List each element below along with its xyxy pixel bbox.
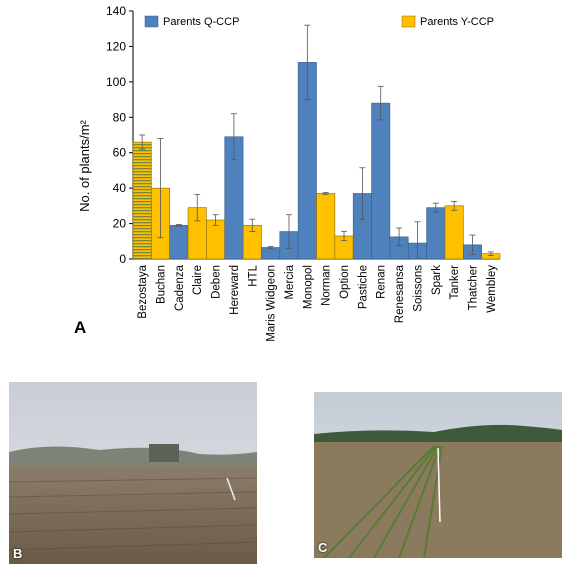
field-photo-b: B [9, 382, 257, 564]
bars [132, 24, 501, 260]
y-tick-label: 0 [119, 252, 126, 266]
bar-chart: 0 20 40 60 80 100 120 140 Bezostaya Buchan Cadenz… [77, 4, 501, 342]
x-tick-label: Hereward [229, 265, 241, 315]
field-photo-c: C [314, 392, 562, 558]
x-tick-label: Norman [321, 265, 333, 306]
x-tick-label: Renan [376, 265, 388, 299]
x-tick-label: Buchan [156, 265, 168, 304]
bar-tanker [444, 205, 464, 260]
legend: Parents Q-CCP Parents Y-CCP [144, 15, 494, 28]
legend-swatch-y-ccp [401, 15, 416, 28]
legend-label-y-ccp: Parents Y-CCP [420, 16, 494, 28]
x-tick-label: Claire [192, 265, 204, 295]
y-tick-label: 140 [106, 4, 126, 18]
y-tick-label: 60 [113, 146, 127, 160]
bar-renan [371, 102, 391, 260]
bar-cadenza [169, 225, 189, 260]
x-tick-label: Pastiche [357, 265, 369, 309]
x-tick-label: Soissons [412, 265, 424, 312]
x-tick-label: Bezostaya [137, 264, 149, 318]
x-tick-label: Spark [431, 265, 443, 295]
panel-label-b: B [13, 546, 23, 561]
panel-label-c: C [318, 540, 328, 555]
x-tick-label: Cadenza [174, 264, 186, 311]
x-tick-label: Thatcher [467, 265, 479, 311]
x-tick-label: Monopol [302, 265, 314, 309]
legend-swatch-q-ccp [144, 15, 159, 28]
bar-spark [426, 207, 446, 260]
x-tick-label: Wembley [486, 265, 498, 313]
y-tick-label: 100 [106, 75, 126, 89]
x-tick-labels: Bezostaya Buchan Cadenza Claire Deben Herewar… [137, 264, 498, 341]
y-tick-label: 80 [113, 110, 127, 124]
y-tick-label: 120 [106, 39, 126, 53]
bar-deben [206, 219, 226, 260]
legend-label-q-ccp: Parents Q-CCP [163, 16, 239, 28]
x-tick-label: Tanker [449, 265, 461, 300]
x-tick-label: Mercia [284, 264, 296, 299]
bar-bezostaya [132, 141, 152, 260]
x-tick-label: Option [339, 265, 351, 299]
panel-label-a: A [74, 318, 87, 337]
x-tick-label: Deben [211, 265, 223, 299]
x-tick-label: Renesansa [394, 264, 406, 323]
y-tick-label: 20 [113, 217, 127, 231]
y-tick-label: 40 [113, 181, 127, 195]
y-axis-label: No. of plants/m² [77, 119, 92, 211]
bar-norman [316, 193, 336, 260]
x-tick-label: HTL [247, 264, 259, 286]
x-tick-label: Maris Widgeon [266, 265, 278, 342]
bar-maris-widgeon [261, 247, 281, 260]
